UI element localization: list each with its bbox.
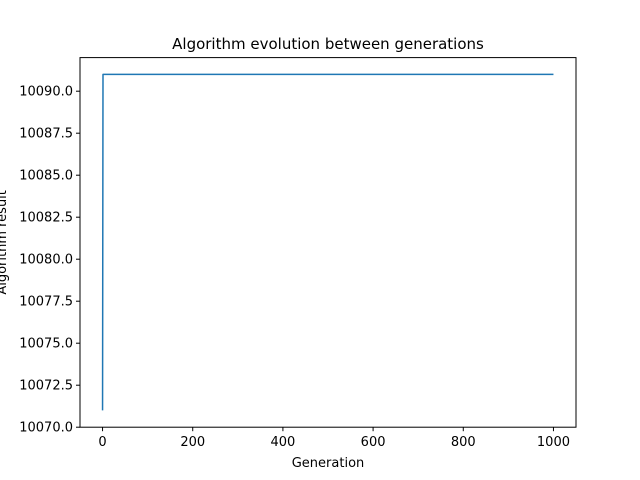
plot-frame <box>79 57 577 428</box>
x-tick-label: 600 <box>361 435 386 450</box>
x-tick-label: 1000 <box>537 435 570 450</box>
x-tick-label: 200 <box>180 435 205 450</box>
y-tick-label: 10070.0 <box>19 421 73 436</box>
y-tick-label: 10075.0 <box>19 337 73 352</box>
y-tick-label: 10085.0 <box>19 169 73 184</box>
y-axis: 10070.0 10072.5 10075.0 10077.5 10080.0 10082… <box>19 85 80 436</box>
x-tick-label: 800 <box>451 435 476 450</box>
series-layer <box>101 73 554 411</box>
y-axis-title: Algorithm result <box>0 190 10 295</box>
y-tick-label: 10080.0 <box>19 253 73 268</box>
x-tick-label: 400 <box>270 435 295 450</box>
x-axis: 0 200 400 600 800 1000 <box>98 427 570 450</box>
series-line <box>101 73 554 411</box>
y-tick-label: 10087.5 <box>19 127 73 142</box>
y-tick-label: 10072.5 <box>19 379 73 394</box>
x-tick-label: 0 <box>98 435 106 450</box>
y-tick-label: 10077.5 <box>19 295 73 310</box>
chart-title: Algorithm evolution between generations <box>172 35 484 53</box>
y-tick-label: 10082.5 <box>19 211 73 226</box>
y-tick-label: 10090.0 <box>19 85 73 100</box>
x-axis-title: Generation <box>292 456 365 471</box>
